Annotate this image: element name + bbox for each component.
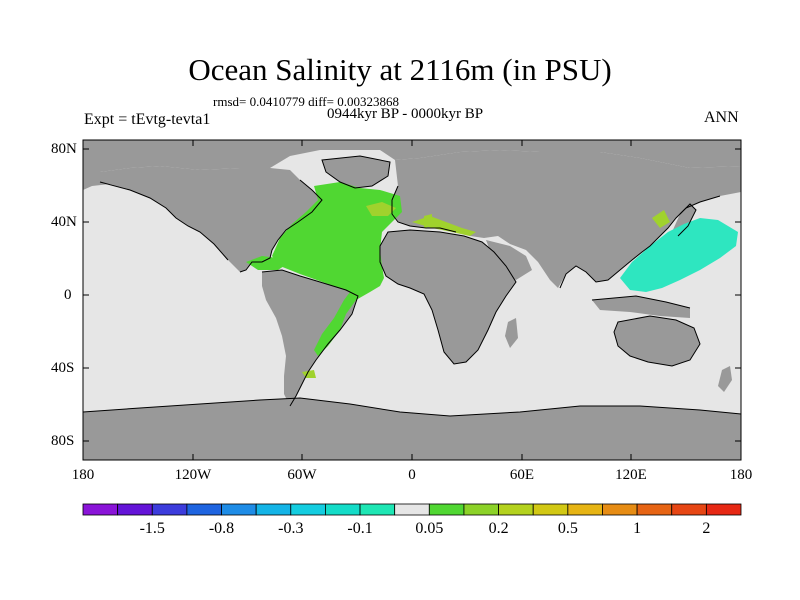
north-atlantic-patch [366,202,396,216]
x-tick-label: 180 [729,467,753,483]
antarctica-land [83,398,741,460]
colorbar-swatch [705,503,742,516]
colorbar-label: -0.8 [208,520,235,537]
colorbar-swatch [186,503,222,516]
y-tick-label: 40S [51,360,75,376]
x-tick-label: 0 [408,467,416,483]
colorbar-swatch [290,503,326,516]
x-tick-label: 60W [287,467,317,483]
x-tick-label: 60E [509,467,535,483]
colorbar-swatch [428,503,465,516]
atlantic-anomaly [272,182,402,356]
colorbar-label: 0.05 [415,520,444,537]
x-ticks [82,140,742,460]
colorbar-swatch [498,503,534,516]
colorbar-label: -1.5 [139,520,165,537]
colorbar-label: 0.2 [488,520,509,537]
y-ticks [83,148,741,442]
colorbar-label: 1 [633,520,642,537]
x-tick-label: 120W [174,467,212,483]
coastlines [82,155,742,417]
x-tick-label: 120E [615,467,647,483]
y-tick-label: 40N [51,214,77,230]
colorbar-swatch [567,503,603,516]
arabia-land [486,240,532,280]
africa-land [380,230,516,364]
colorbar-swatch [602,503,638,516]
colorbar-swatch [117,503,153,516]
colorbar-label: -0.3 [278,520,304,537]
colorbar-label: -0.1 [347,520,373,537]
eurasia-land [392,150,741,288]
arctic-land [83,140,741,172]
colorbar-swatch [221,503,257,516]
period-line: 0944kyr BP - 0000kyr BP [326,106,484,122]
australia-land [614,316,700,366]
indonesia-land [592,296,690,318]
stats-line: rmsd= 0.0410779 diff= 0.00323868 [213,94,399,109]
y-tick-label: 0 [64,287,72,303]
x-tick-label: 180 [71,467,95,483]
colorbar-swatch [463,503,499,516]
north-america-land [83,166,322,272]
caribbean-anomaly [246,256,290,270]
colorbar-swatch [532,503,569,516]
red-sea-anomaly [424,214,432,228]
west-pacific-anomaly [620,218,738,292]
experiment-label: Expt = tEvtg-tevta1 [84,111,211,128]
colorbar-label: 0.5 [557,520,578,537]
map-title: Ocean Salinity at 2116m (in PSU) [188,52,612,87]
y-tick-label: 80S [51,433,75,449]
south-america-land [262,270,358,406]
y-tick-label: 80N [51,141,77,157]
colorbar-swatch [359,503,396,516]
colorbar-swatch [82,503,119,516]
colorbar-swatch [325,503,361,516]
colorbar-swatch [636,503,673,516]
colorbar-swatch [151,503,188,516]
new-zealand-land [718,366,732,392]
colorbar [82,503,742,516]
season-label: ANN [704,109,739,126]
japan-sea-anomaly [652,210,670,228]
colorbar-swatch [394,503,430,516]
colorbar-label: 2 [702,520,711,537]
colorbar-swatch [255,503,292,516]
greenland-land [322,156,390,188]
colorbar-swatch [671,503,707,516]
madagascar-land [505,318,518,348]
